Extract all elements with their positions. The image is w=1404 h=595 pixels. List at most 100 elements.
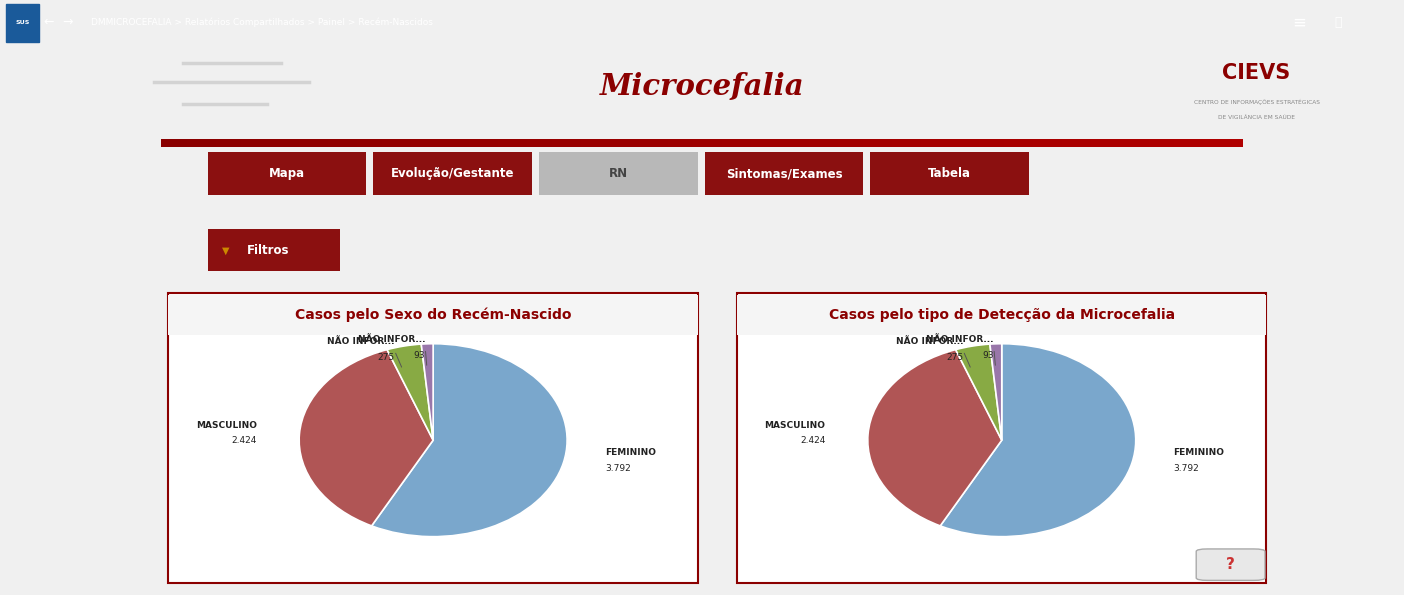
Bar — [1213, 139, 1217, 147]
Bar — [414, 139, 418, 147]
Text: 275: 275 — [378, 353, 395, 362]
Bar — [967, 139, 972, 147]
Text: Sintomas/Exames: Sintomas/Exames — [726, 167, 842, 180]
Bar — [180, 139, 183, 147]
Bar — [566, 139, 570, 147]
Text: 3.792: 3.792 — [1174, 464, 1199, 473]
Bar — [407, 139, 411, 147]
Bar — [425, 139, 430, 147]
Bar — [910, 139, 914, 147]
Bar — [1196, 139, 1199, 147]
Text: NÃO INFOR...: NÃO INFOR... — [358, 335, 425, 344]
Bar — [701, 139, 703, 147]
Bar — [740, 139, 744, 147]
Bar — [430, 139, 432, 147]
Text: 93: 93 — [414, 350, 425, 359]
Bar — [302, 139, 306, 147]
Bar — [263, 139, 267, 147]
Bar — [1084, 139, 1087, 147]
Wedge shape — [956, 344, 1002, 440]
Bar — [168, 139, 173, 147]
Bar — [226, 139, 230, 147]
Bar — [581, 139, 584, 147]
Bar — [870, 139, 873, 147]
Bar — [458, 139, 462, 147]
Text: RN: RN — [609, 167, 628, 180]
Bar — [788, 139, 790, 147]
Bar — [758, 139, 761, 147]
Text: CENTRO DE INFORMAÇÕES ESTRATÉGICAS: CENTRO DE INFORMAÇÕES ESTRATÉGICAS — [1193, 99, 1320, 105]
Bar — [1170, 139, 1174, 147]
Bar — [437, 139, 439, 147]
Bar — [285, 139, 288, 147]
Bar — [960, 139, 965, 147]
Bar — [689, 139, 694, 147]
Text: ▼: ▼ — [222, 245, 229, 255]
Bar — [1134, 139, 1137, 147]
Bar — [1105, 139, 1109, 147]
Bar — [635, 139, 639, 147]
Bar — [1160, 139, 1163, 147]
Bar — [256, 139, 260, 147]
Text: Evolução/Gestante: Evolução/Gestante — [392, 167, 514, 180]
Bar — [863, 139, 866, 147]
Bar — [1228, 139, 1231, 147]
Bar — [914, 139, 917, 147]
Bar — [979, 139, 983, 147]
Text: Casos pelo tipo de Detecção da Microcefalia: Casos pelo tipo de Detecção da Microcefa… — [828, 308, 1175, 322]
Bar — [790, 139, 795, 147]
Bar — [541, 139, 545, 147]
Bar — [166, 139, 168, 147]
Bar — [1206, 139, 1210, 147]
Bar — [809, 139, 813, 147]
Bar — [1112, 139, 1116, 147]
Bar — [747, 139, 751, 147]
Bar — [783, 139, 788, 147]
Bar — [512, 139, 515, 147]
Bar — [538, 139, 541, 147]
Text: Tabela: Tabela — [928, 167, 972, 180]
Bar — [1185, 139, 1188, 147]
Bar — [892, 139, 896, 147]
Bar — [556, 139, 559, 147]
Bar — [531, 139, 534, 147]
Bar — [609, 139, 614, 147]
Bar — [487, 139, 490, 147]
Bar — [1153, 139, 1155, 147]
Bar — [1155, 139, 1160, 147]
Bar — [1068, 139, 1073, 147]
Bar — [917, 139, 921, 147]
Bar — [827, 139, 830, 147]
Text: 3.792: 3.792 — [605, 464, 630, 473]
Text: FEMININO: FEMININO — [1174, 448, 1224, 457]
Bar — [1036, 139, 1040, 147]
Bar — [1054, 139, 1059, 147]
Bar — [682, 139, 685, 147]
Bar — [534, 139, 538, 147]
Bar — [653, 139, 657, 147]
Bar — [830, 139, 834, 147]
Bar — [1091, 139, 1094, 147]
Bar — [1102, 139, 1105, 147]
Bar — [320, 139, 324, 147]
Bar — [161, 139, 166, 147]
Bar — [1066, 139, 1068, 147]
Bar — [483, 139, 487, 147]
Bar — [675, 139, 678, 147]
Bar — [744, 139, 747, 147]
Text: NÃO INFOR...: NÃO INFOR... — [327, 337, 395, 346]
Bar — [932, 139, 935, 147]
Bar — [588, 139, 591, 147]
Bar — [899, 139, 903, 147]
Bar — [1011, 139, 1015, 147]
Bar — [737, 295, 1266, 335]
Bar — [208, 139, 212, 147]
Bar — [1000, 139, 1004, 147]
Bar — [331, 139, 336, 147]
Bar — [404, 139, 407, 147]
Bar — [616, 139, 621, 147]
Bar — [519, 139, 524, 147]
Bar — [907, 139, 910, 147]
Bar — [993, 139, 997, 147]
Bar — [823, 139, 827, 147]
